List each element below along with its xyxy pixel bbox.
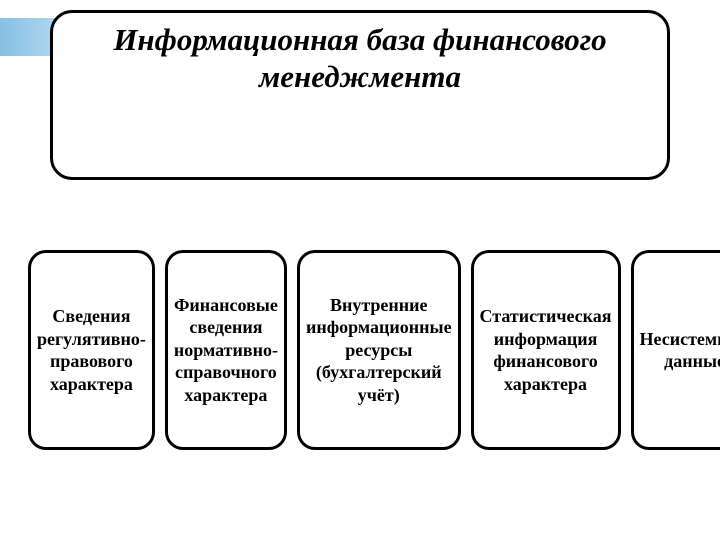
category-label: Несистемные данные bbox=[640, 328, 720, 373]
category-label: Внутренние информационные ресурсы (бухга… bbox=[306, 294, 452, 407]
category-label: Финансовые сведения нормативно-справочно… bbox=[174, 294, 278, 407]
category-label: Сведения регулятивно-правового характера bbox=[37, 305, 146, 395]
category-box: Статистическая информация финансового ха… bbox=[471, 250, 621, 450]
category-label: Статистическая информация финансового ха… bbox=[480, 305, 612, 395]
category-box: Несистемные данные bbox=[631, 250, 720, 450]
category-row: Сведения регулятивно-правового характера… bbox=[28, 250, 692, 450]
category-box: Внутренние информационные ресурсы (бухга… bbox=[297, 250, 461, 450]
category-box: Сведения регулятивно-правового характера bbox=[28, 250, 155, 450]
title-container: Информационная база финансового менеджме… bbox=[50, 10, 670, 180]
category-box: Финансовые сведения нормативно-справочно… bbox=[165, 250, 287, 450]
diagram-title: Информационная база финансового менеджме… bbox=[53, 21, 667, 95]
